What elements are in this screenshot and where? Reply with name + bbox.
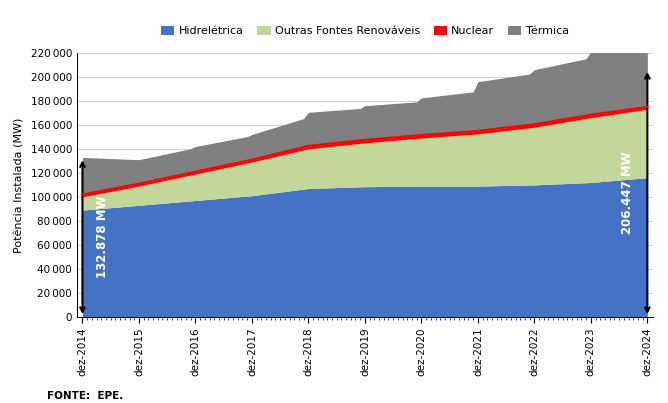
Text: 132.878 MW: 132.878 MW	[96, 196, 109, 278]
Y-axis label: Potência Instalada (MW): Potência Instalada (MW)	[15, 117, 25, 253]
Text: FONTE:  EPE.: FONTE: EPE.	[47, 391, 123, 401]
Text: 206.447 MW: 206.447 MW	[621, 152, 634, 234]
Legend: Hidrelétrica, Outras Fontes Renováveis, Nuclear, Térmica: Hidrelétrica, Outras Fontes Renováveis, …	[156, 21, 573, 41]
